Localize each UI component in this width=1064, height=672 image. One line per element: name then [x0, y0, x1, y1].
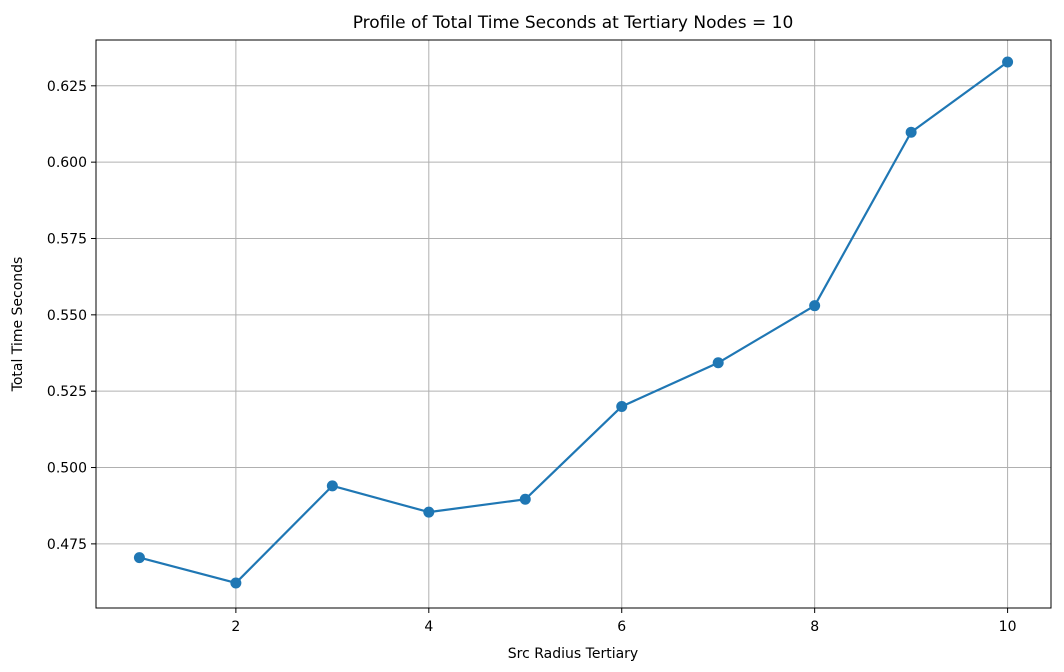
data-point [230, 577, 242, 589]
data-point [616, 400, 628, 412]
data-point [133, 552, 145, 564]
series-line [139, 61, 1009, 585]
x-tick-label: 2 [231, 619, 240, 635]
series-group [133, 56, 1014, 589]
y-tick-label: 0.575 [47, 231, 87, 247]
x-tick-label: 10 [999, 619, 1017, 635]
y-axis-label: Total Time Seconds [10, 257, 26, 393]
chart-title: Profile of Total Time Seconds at Tertiar… [353, 13, 794, 33]
x-tick-label: 6 [617, 619, 626, 635]
y-tick-label: 0.475 [47, 537, 87, 553]
y-tick-label: 0.525 [47, 384, 87, 400]
data-point [809, 300, 821, 312]
data-point [519, 493, 531, 505]
plot-area-frame [95, 39, 1052, 609]
data-point [905, 126, 917, 138]
y-tick-label: 0.500 [47, 461, 87, 477]
axis-ticks: 2 4 6 8 10 0.475 0.500 0.525 0.550 0.575 0.600 0.62… [47, 79, 1017, 635]
x-tick-label: 4 [424, 619, 433, 635]
data-point [326, 480, 338, 492]
x-axis-label: Src Radius Tertiary [508, 646, 638, 662]
data-point [712, 357, 724, 369]
data-point [1002, 56, 1014, 68]
y-tick-label: 0.550 [47, 308, 87, 324]
y-tick-label: 0.600 [47, 155, 87, 171]
x-tick-label: 8 [810, 619, 819, 635]
grid [96, 40, 1051, 608]
data-point [423, 506, 435, 518]
y-tick-label: 0.625 [47, 79, 87, 95]
